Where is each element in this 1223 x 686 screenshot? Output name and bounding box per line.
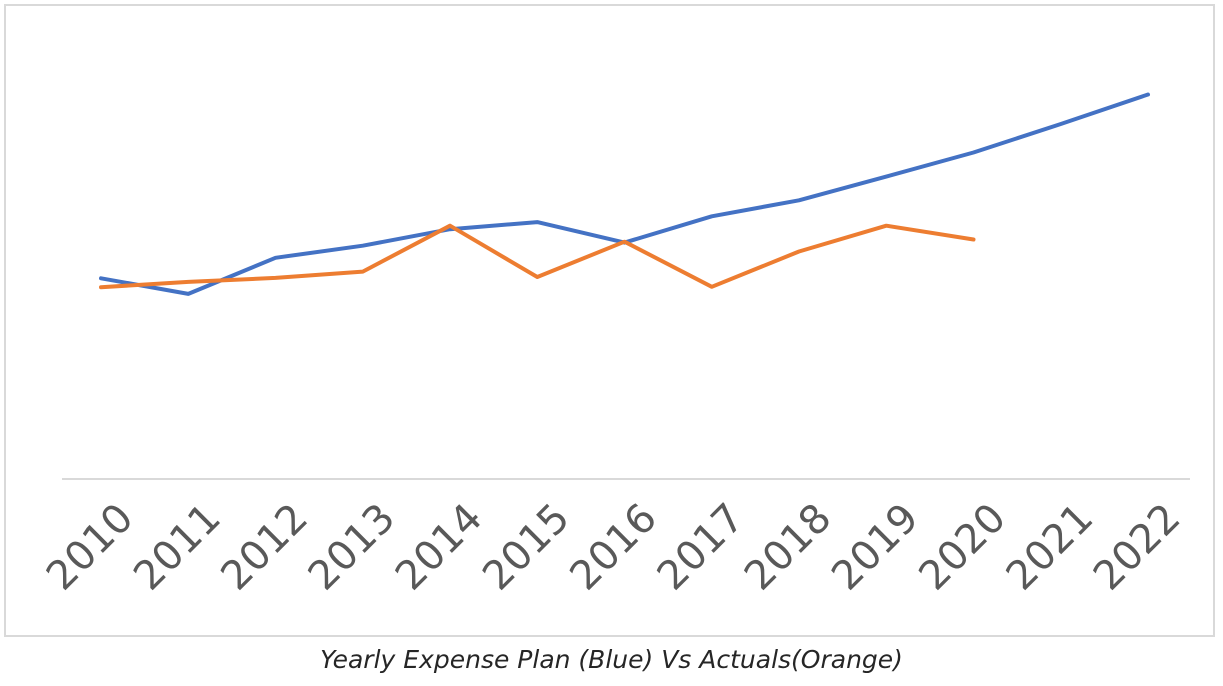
x-tick-label: 2014 [387, 495, 492, 600]
chart-frame [4, 4, 1215, 637]
x-tick-label: 2018 [736, 495, 841, 600]
series-layer [99, 92, 1150, 296]
x-tick-label: 2011 [125, 495, 230, 600]
x-tick-labels: 2010201120122013201420152016201720182019… [38, 495, 1190, 600]
chart-caption: Yearly Expense Plan (Blue) Vs Actuals(Or… [320, 645, 903, 674]
x-tick-label: 2020 [910, 495, 1015, 600]
x-tick-label: 2021 [998, 495, 1103, 600]
x-tick-label: 2017 [649, 495, 754, 600]
x-tick-label: 2015 [474, 495, 579, 600]
series-line-1 [99, 223, 976, 290]
x-tick-label: 2016 [561, 495, 666, 600]
x-tick-label: 2022 [1085, 495, 1190, 600]
series-line-0 [99, 92, 1150, 296]
x-tick-label: 2012 [212, 495, 317, 600]
x-tick-label: 2013 [300, 495, 405, 600]
x-tick-label: 2010 [38, 495, 143, 600]
x-tick-label: 2019 [823, 495, 928, 600]
